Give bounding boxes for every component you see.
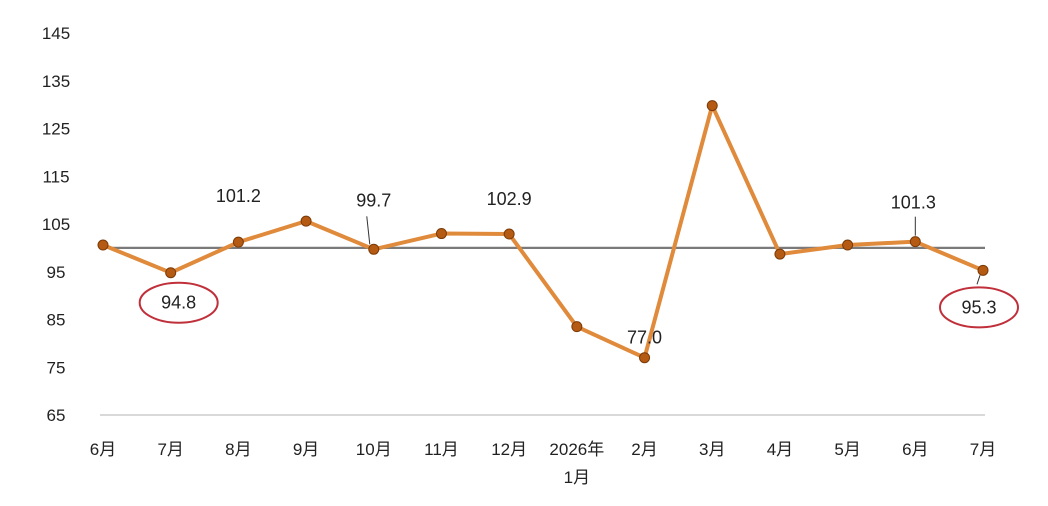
data-point (977, 264, 989, 276)
x-tick-label: 10月 (356, 440, 392, 459)
data-label: 101.2 (216, 186, 261, 206)
data-point (706, 100, 718, 112)
x-tick-label: 7月 (157, 440, 183, 459)
data-label: 94.8 (161, 293, 196, 313)
label-leader-line (366, 216, 371, 245)
data-point (435, 228, 447, 240)
x-tick-label: 5月 (834, 440, 860, 459)
data-point (368, 243, 380, 255)
y-tick-label: 85 (47, 311, 66, 330)
x-tick-label: 3月 (699, 440, 725, 459)
data-label: 99.7 (356, 190, 391, 210)
y-tick-label: 105 (42, 215, 70, 234)
data-point (571, 321, 583, 333)
data-labels-group: 94.8 101.2 99.7 102.9 77.0 101.3 95.3 (138, 186, 1019, 348)
y-tick-label: 75 (47, 358, 66, 377)
x-tick-label: 11月 (424, 440, 459, 459)
x-tick-label: 4月 (767, 440, 793, 459)
x-axis: 6月 7月 8月 9月 10月 11月 12月 2026年 1月 2月 3月 4月 5月 6月 7月 (90, 414, 996, 487)
x-tick-label-line2: 1月 (564, 468, 590, 487)
highlight-circle (138, 281, 219, 324)
x-tick-label: 6月 (902, 440, 928, 459)
data-point (842, 239, 854, 251)
highlight-circle (939, 286, 1019, 329)
x-tick-label: 9月 (293, 440, 319, 459)
y-tick-label: 95 (47, 263, 66, 282)
y-axis: 65 75 85 95 105 115 125 135 145 (42, 24, 70, 425)
data-point (503, 228, 515, 240)
x-tick-label: 6月 (90, 440, 116, 459)
x-tick-label: 8月 (225, 440, 251, 459)
data-point (639, 352, 651, 364)
series-group (97, 100, 989, 364)
data-point (97, 239, 109, 251)
data-point (774, 248, 786, 260)
data-point (232, 236, 244, 248)
y-tick-label: 135 (42, 72, 70, 91)
data-label: 95.3 (961, 297, 996, 317)
data-label: 77.0 (627, 328, 662, 348)
y-tick-label: 65 (47, 406, 66, 425)
data-point (165, 267, 177, 279)
y-tick-label: 125 (42, 120, 70, 139)
data-label: 102.9 (487, 189, 532, 209)
y-tick-label: 145 (42, 24, 70, 43)
series-line (101, 103, 985, 360)
x-tick-label: 12月 (491, 440, 527, 459)
x-tick-label: 7月 (970, 440, 996, 459)
data-point (300, 215, 312, 227)
data-label: 101.3 (891, 193, 936, 213)
data-point (909, 236, 921, 248)
x-tick-label: 2月 (631, 440, 657, 459)
y-tick-label: 115 (42, 167, 69, 186)
x-tick-label: 2026年 (549, 440, 604, 459)
label-leader-line (976, 275, 981, 285)
